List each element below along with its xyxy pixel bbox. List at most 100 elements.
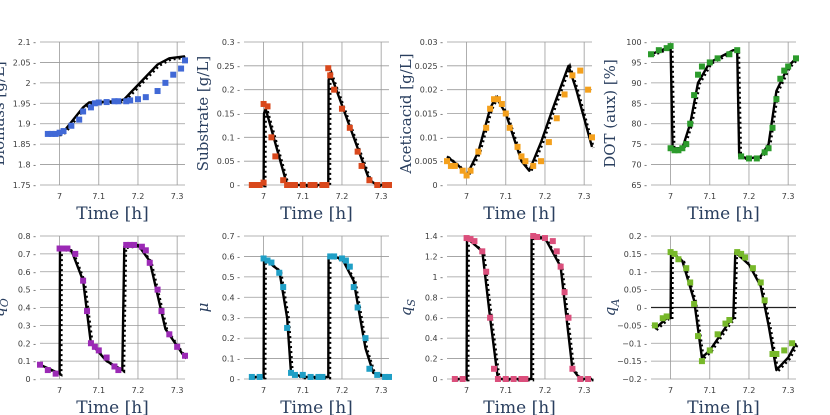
data-point	[667, 249, 674, 256]
chart-panel: 1.75 - 1.8 - 1.85 - 1.9 - 1.95 - 2 - 2.05 - 2.1…	[0, 38, 188, 224]
data-point	[557, 263, 564, 270]
data-point	[374, 182, 381, 188]
data-point	[256, 373, 263, 380]
data-point	[166, 331, 173, 338]
data-point	[127, 241, 134, 248]
y-axis-subscript: A	[609, 299, 622, 308]
y-tick-label: 0.2 -	[222, 334, 240, 343]
x-tick-label: 7	[57, 192, 62, 201]
model-curve-dotted	[456, 235, 594, 382]
x-tick-label: 7.1	[92, 386, 105, 395]
data-point	[726, 51, 733, 58]
y-tick-label: 0.3 -	[18, 321, 36, 330]
data-point	[714, 331, 721, 338]
data-point	[451, 162, 458, 169]
data-point	[698, 358, 705, 365]
data-point	[91, 343, 98, 350]
data-point	[541, 235, 548, 242]
y-tick-label: 0 -	[636, 304, 647, 313]
x-tick-label: 7.3	[782, 192, 795, 201]
data-point	[506, 124, 513, 131]
data-point	[757, 279, 764, 286]
x-axis-title: Time [h]	[483, 204, 556, 224]
x-tick-label: 7	[261, 192, 266, 201]
data-point	[498, 100, 505, 107]
data-point	[288, 369, 295, 376]
y-tick-label: 1 -	[432, 273, 443, 282]
data-point	[530, 162, 537, 169]
data-point	[698, 63, 705, 70]
data-point	[52, 130, 59, 137]
data-point	[463, 172, 470, 179]
data-point	[491, 365, 498, 372]
x-tick-label: 7.3	[578, 386, 591, 395]
data-point	[585, 376, 592, 382]
y-axis-title: qO	[0, 298, 11, 317]
chart-panel: 0 - 0.1 - 0.2 - 0.3 - 0.4 - 0.5 - 0.6 - 0.7 - 7 7…	[194, 232, 392, 415]
x-tick-label: 7.3	[171, 192, 184, 201]
y-tick-label: 100 -	[626, 38, 647, 47]
data-point	[323, 182, 330, 188]
y-axis-title: μ	[194, 303, 212, 313]
data-point	[162, 79, 169, 86]
data-point	[288, 182, 295, 188]
y-tick-label: 95 -	[631, 58, 647, 67]
x-axis-title: Time [h]	[280, 204, 353, 224]
y-tick-label: 0.02 -	[420, 86, 443, 95]
data-point	[793, 55, 799, 62]
data-point	[307, 182, 314, 188]
y-tick-label: 65 -	[631, 181, 647, 190]
model-curve-dotted	[49, 55, 187, 137]
y-axis-subscript: S	[405, 298, 418, 306]
data-point	[549, 238, 556, 245]
data-point	[749, 265, 756, 272]
x-tick-label: 7.2	[336, 386, 349, 395]
data-point	[471, 238, 478, 245]
data-point	[95, 99, 102, 106]
y-tick-label: −0.2 -	[622, 375, 647, 384]
x-tick-label: 7	[668, 192, 673, 201]
data-point	[268, 259, 275, 266]
data-point	[687, 120, 694, 127]
data-point	[280, 177, 287, 184]
data-point	[182, 57, 188, 64]
data-point	[252, 182, 259, 188]
data-point	[459, 167, 466, 174]
data-point	[781, 347, 788, 354]
y-tick-label: 0.8 -	[18, 232, 36, 241]
data-point	[789, 340, 796, 347]
y-axis-title: qS	[397, 298, 418, 316]
y-tick-label: 0.6 -	[18, 268, 36, 277]
data-point	[142, 247, 149, 254]
data-point	[342, 257, 349, 264]
y-tick-label: 75 -	[631, 140, 647, 149]
y-tick-label: 0.4 -	[18, 304, 36, 313]
y-tick-label: 0.6 -	[425, 314, 443, 323]
x-tick-label: 7.2	[743, 386, 756, 395]
data-point	[514, 143, 521, 150]
data-point	[366, 177, 373, 184]
data-point	[671, 147, 678, 154]
chart-panel: −0.2 - −0.15 - −0.1 - −0.05 - 0 - 0.05 - 0.1 -…	[601, 232, 799, 415]
data-point	[648, 51, 654, 58]
data-point	[467, 167, 474, 174]
data-point	[726, 317, 733, 324]
data-point	[87, 340, 94, 347]
data-point	[569, 365, 576, 372]
data-point	[510, 376, 517, 382]
data-point	[138, 243, 145, 250]
data-point	[91, 100, 98, 107]
data-point	[248, 373, 255, 380]
x-tick-label: 7.1	[703, 386, 716, 395]
x-tick-label: 7.3	[171, 386, 184, 395]
data-point	[761, 149, 768, 156]
y-axis-title: qA	[601, 299, 622, 317]
data-point	[695, 71, 702, 78]
data-point	[565, 314, 572, 321]
data-point	[111, 98, 118, 105]
data-point	[64, 245, 71, 252]
data-point	[338, 105, 345, 112]
data-point	[291, 182, 298, 188]
chart-panel: 0 - 0.1 - 0.2 - 0.3 - 0.4 - 0.5 - 0.6 - 0.7 - 0.…	[0, 232, 188, 415]
